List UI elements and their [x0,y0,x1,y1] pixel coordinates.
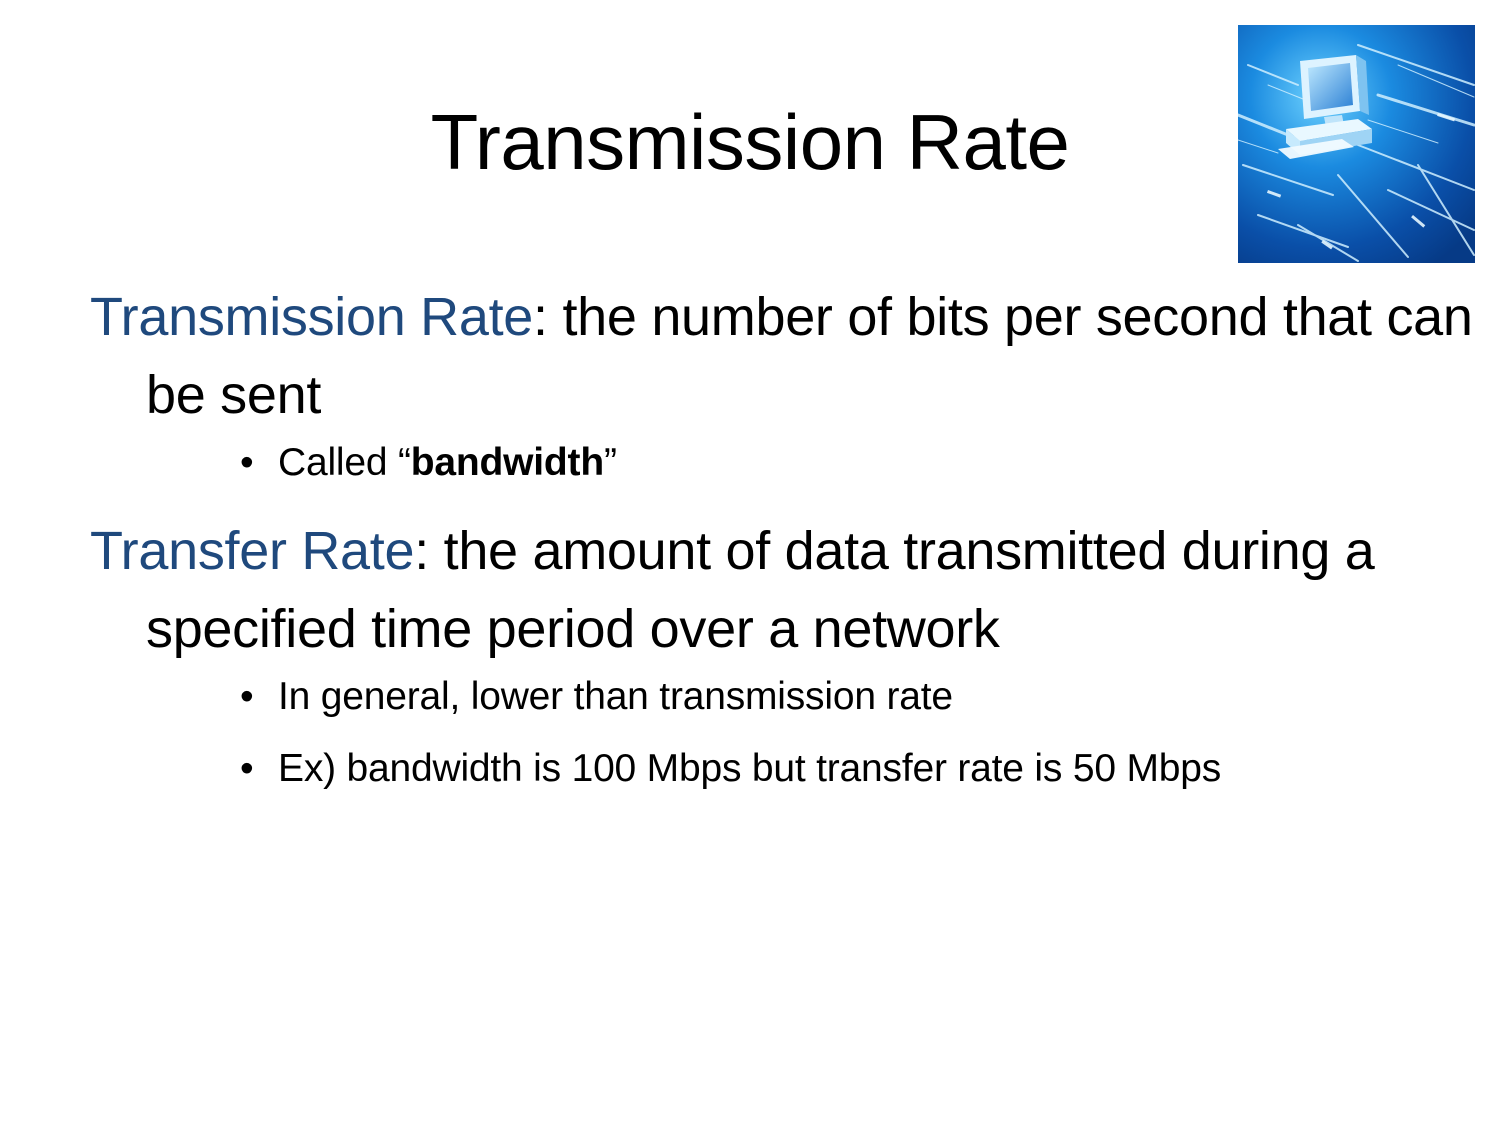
bullet-list-transfer-rate: • In general, lower than transmission rat… [90,674,1480,792]
bullet-glyph: • [240,747,254,790]
computer-network-icon [1238,25,1475,263]
bullet-item: • Called “bandwidth” [240,440,1480,486]
bullet-item: • In general, lower than transmission rat… [240,674,1480,720]
separator: : [533,287,548,347]
bullet-glyph: • [240,675,254,718]
bullet-list-transmission-rate: • Called “bandwidth” [90,440,1480,486]
separator: : [414,521,429,581]
bullet-text: Ex) bandwidth is 100 Mbps but transfer r… [278,747,1222,790]
slide-title: Transmission Rate [430,98,1070,186]
term-transmission-rate: Transmission Rate [90,287,534,347]
definition-transfer-rate: Transfer Rate: the amount of data transm… [90,512,1480,668]
definition-text: the amount of data transmitted during a … [146,521,1375,659]
definition-transmission-rate: Transmission Rate: the number of bits pe… [90,278,1480,434]
definition-text: the number of bits per second that can b… [146,287,1473,425]
bullet-item: • Ex) bandwidth is 100 Mbps but transfer … [240,746,1480,792]
bullet-bold-term: bandwidth [410,441,604,484]
bullet-prefix: Called “ [278,441,411,484]
bullet-suffix: ” [603,441,617,484]
bullet-glyph: • [240,441,254,484]
term-transfer-rate: Transfer Rate [90,521,415,581]
slide-body: Transmission Rate: the number of bits pe… [90,278,1480,818]
bullet-text: In general, lower than transmission rate [278,675,953,718]
